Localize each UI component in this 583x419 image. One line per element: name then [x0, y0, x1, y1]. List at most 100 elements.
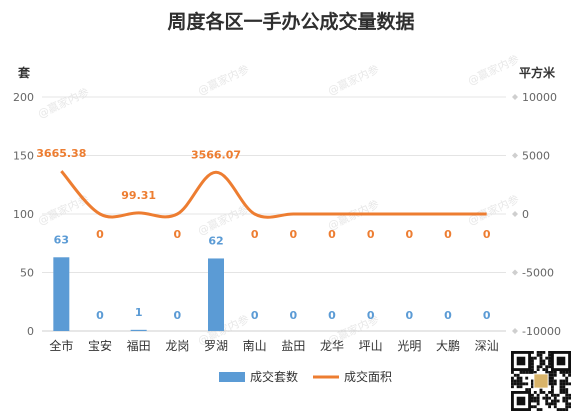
- qr-module: [565, 396, 569, 400]
- qr-module: [539, 356, 543, 360]
- qr-module: [533, 405, 537, 409]
- qr-module: [542, 359, 546, 363]
- qr-module: [519, 379, 523, 383]
- qr-module: [531, 371, 534, 374]
- x-tick-label: 龙岗: [165, 339, 189, 353]
- watermark-layer: @赢家内参 @赢家内参 @赢家内参 @赢家内参 @赢家内参 @赢家内参 @赢家内…: [35, 52, 521, 348]
- qr-module: [519, 376, 523, 380]
- qr-module: [565, 399, 569, 403]
- watermark: @赢家内参: [195, 62, 251, 98]
- qr-module: [531, 393, 534, 397]
- line-value-label: 99.31: [121, 189, 156, 202]
- qr-module: [556, 408, 560, 411]
- qr-module: [562, 391, 566, 394]
- watermark: @赢家内参: [325, 62, 381, 98]
- qr-module: [562, 408, 566, 411]
- legend-label-bar: 成交套数: [250, 369, 298, 384]
- qr-module: [565, 408, 569, 411]
- watermark: @赢家内参: [465, 192, 521, 228]
- qr-module: [536, 368, 540, 371]
- qr-module: [533, 399, 537, 403]
- qr-module: [551, 393, 554, 397]
- qr-code: [510, 350, 572, 412]
- legend-swatch-bar: [219, 372, 245, 382]
- qr-module: [536, 399, 540, 403]
- qr-module: [536, 365, 540, 369]
- qr-module: [553, 382, 557, 386]
- qr-module: [522, 382, 526, 386]
- qr-module: [568, 396, 571, 400]
- qr-module: [548, 373, 551, 377]
- qr-module: [553, 399, 557, 403]
- line-value-label: 0: [251, 228, 259, 241]
- qr-module: [511, 382, 514, 386]
- bar-value-label: 0: [406, 309, 414, 322]
- qr-module: [548, 351, 551, 354]
- qr-module: [519, 371, 523, 374]
- y-left-tick-label: 100: [13, 208, 34, 221]
- qr-module: [513, 382, 517, 386]
- qr-module: [553, 393, 557, 397]
- qr-module: [511, 371, 514, 374]
- qr-module: [516, 373, 520, 377]
- x-tick-label: 罗湖: [204, 338, 228, 353]
- qr-module: [568, 402, 571, 406]
- qr-module: [536, 351, 540, 354]
- qr-module: [562, 371, 566, 374]
- bar: [208, 258, 224, 331]
- qr-module: [525, 382, 529, 386]
- bar-value-label: 0: [328, 309, 336, 322]
- qr-module: [568, 373, 571, 377]
- qr-finder: [516, 396, 526, 406]
- qr-module: [539, 351, 543, 354]
- line-value-label: 3566.07: [191, 148, 241, 161]
- bar-value-label: 0: [174, 309, 182, 322]
- y-left-tick-label: 200: [13, 91, 34, 104]
- qr-module: [536, 408, 540, 411]
- qr-module: [542, 351, 546, 354]
- y-right-tick-label: 10000: [522, 91, 557, 104]
- bar-data-labels: 63 0 1 0 62 0 0 0 0 0 0 0: [54, 233, 491, 322]
- x-tick-label: 光明: [397, 339, 421, 353]
- qr-module: [556, 393, 560, 397]
- line-value-label: 0: [96, 228, 104, 241]
- qr-module: [533, 391, 537, 394]
- y-right-unit: 平方米: [519, 65, 556, 80]
- qr-module: [531, 379, 534, 383]
- qr-module: [533, 396, 537, 400]
- qr-module: [568, 371, 571, 374]
- qr-module: [545, 399, 549, 403]
- qr-module: [545, 365, 549, 369]
- qr-module: [562, 373, 566, 377]
- qr-module: [531, 396, 534, 400]
- qr-module: [533, 371, 537, 374]
- qr-module: [551, 379, 554, 383]
- qr-module: [542, 396, 546, 400]
- qr-module: [565, 391, 569, 394]
- qr-module: [519, 385, 523, 389]
- qr-module: [516, 382, 520, 386]
- legend-label-line: 成交面积: [344, 369, 392, 384]
- qr-module: [545, 371, 549, 374]
- qr-module: [551, 376, 554, 380]
- y-right-tick-label: 5000: [522, 150, 550, 163]
- line-data-labels: 3665.38 0 99.31 0 3566.07 0 0 0 0 0 0 0: [36, 147, 491, 241]
- bar: [130, 329, 147, 331]
- x-tick-label: 大鹏: [436, 339, 460, 353]
- qr-module: [539, 391, 543, 394]
- qr-module: [548, 402, 551, 406]
- qr-module: [513, 373, 517, 377]
- qr-module: [548, 376, 551, 380]
- y-left-tick-label: 50: [20, 267, 34, 280]
- qr-module: [531, 365, 534, 369]
- qr-module: [548, 356, 551, 360]
- qr-module: [559, 371, 563, 374]
- watermark: @赢家内参: [195, 202, 251, 238]
- y-right-tick-marker: [512, 94, 518, 100]
- qr-module: [553, 379, 557, 383]
- qr-module: [551, 382, 554, 386]
- bar-value-label: 1: [135, 306, 143, 319]
- qr-module: [531, 385, 534, 389]
- qr-module: [562, 396, 566, 400]
